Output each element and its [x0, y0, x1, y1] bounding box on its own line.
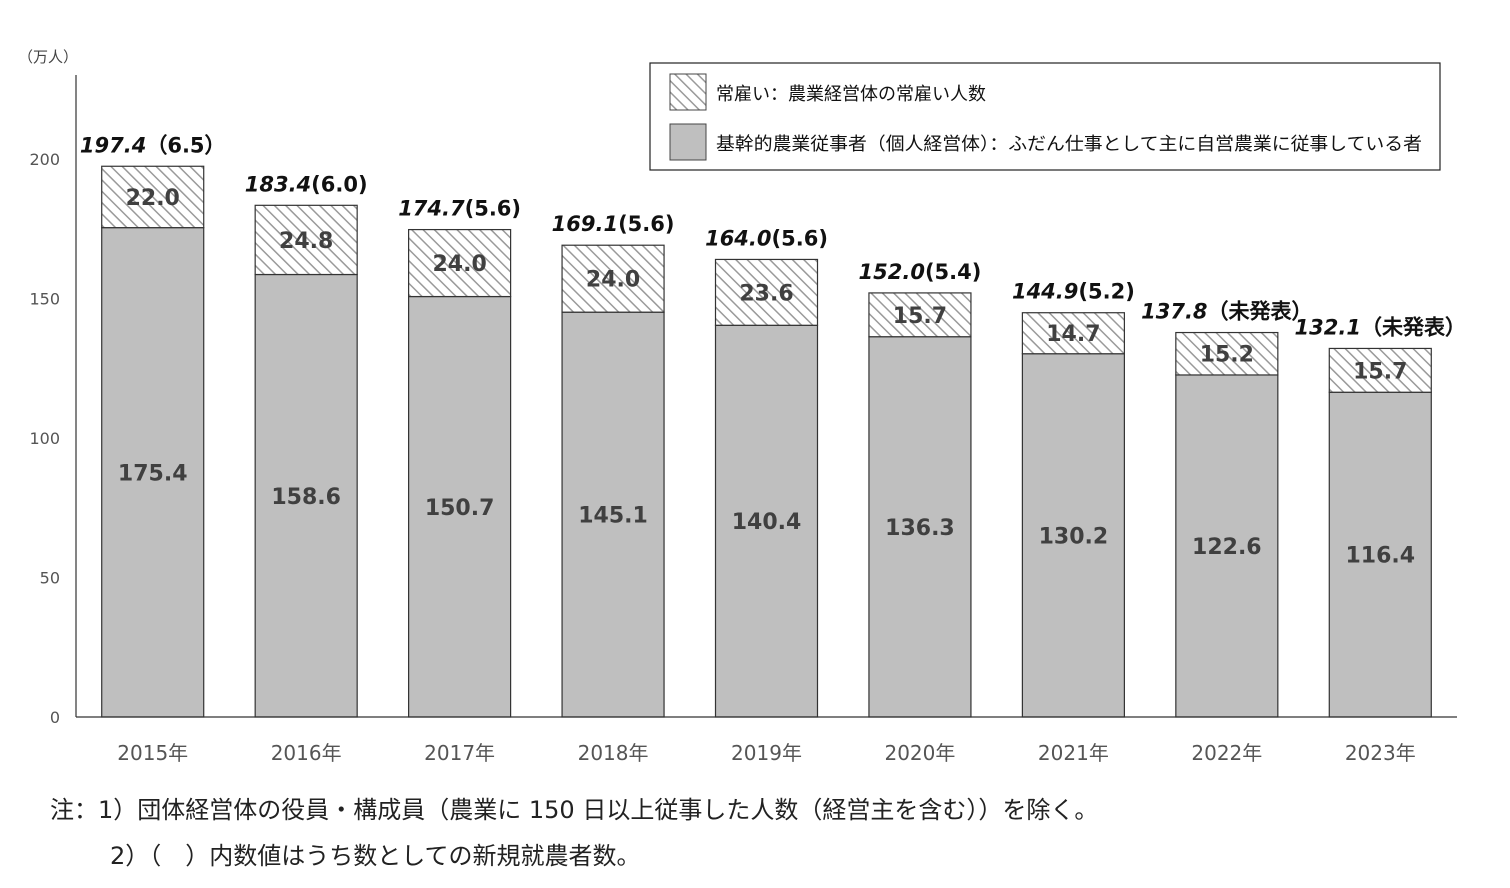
- bar-regular-employees: [1021, 312, 1125, 355]
- bar-regular-employees: [868, 292, 972, 338]
- x-tick-label: 2015年: [117, 741, 188, 765]
- bar-core-farmers: [1175, 374, 1279, 718]
- y-tick-label: 100: [29, 429, 60, 448]
- x-tick-label: 2018年: [578, 741, 649, 765]
- y-unit-label: （万人）: [18, 48, 78, 66]
- bar-total-label: 152.0(5.4): [859, 260, 982, 284]
- bar-core-farmers-label: 145.1: [578, 504, 648, 529]
- stacked-bar-chart: （万人） 0 50 100 150 200 175.4 22.0 197.4（6.5） 158…: [18, 48, 1466, 765]
- bar-total-label: 164.0(5.6): [705, 226, 828, 250]
- bar-core-farmers-label: 136.3: [885, 516, 955, 541]
- y-tick-label: 50: [40, 569, 60, 588]
- x-tick-label: 2021年: [1038, 741, 1109, 765]
- legend-label-core-farmers: 基幹的農業従事者（個人経営体）：ふだん仕事として主に自営農業に従事している者: [716, 134, 1422, 155]
- note-line-2: 2）（ ）内数値はうち数としての新規就農者数。: [110, 842, 641, 870]
- bar-new-farmers-value: (5.6): [618, 212, 674, 236]
- bar-core-farmers: [868, 336, 972, 718]
- bar-new-farmers-value: （未発表）: [1208, 300, 1313, 324]
- bar-regular-employees: [101, 165, 205, 229]
- bar-core-farmers-label: 130.2: [1039, 524, 1109, 549]
- bar-core-farmers-label: 158.6: [271, 485, 341, 510]
- bar-total-value: 183.4: [245, 172, 311, 196]
- x-tick-label: 2023年: [1345, 741, 1416, 765]
- legend-label-regular-employees: 常雇い：農業経営体の常雇い人数: [716, 84, 986, 105]
- bar-core-farmers: [1328, 391, 1432, 718]
- bar-regular-employees: [561, 244, 665, 313]
- bar-total-label: 197.4（6.5）: [80, 133, 226, 157]
- bar-total-label: 174.7(5.6): [398, 197, 521, 221]
- x-tick-label: 2019年: [731, 741, 802, 765]
- bar-regular-employees-label: 22.0: [126, 186, 180, 211]
- bar-regular-employees: [254, 204, 358, 276]
- bar-regular-employees: [714, 258, 819, 326]
- x-tick-label: 2020年: [884, 741, 955, 765]
- bar-new-farmers-value: (5.4): [925, 260, 981, 284]
- y-tick-label: 150: [29, 290, 60, 309]
- note-line-1: 注：1）団体経営体の役員・構成員（農業に 150 日以上従事した人数（経営主を含…: [50, 796, 1099, 824]
- bar-total-value: 144.9: [1012, 280, 1078, 304]
- bar-total-value: 197.4: [80, 133, 146, 157]
- bar-regular-employees-label: 24.0: [586, 268, 640, 293]
- bar-regular-employees: [1328, 347, 1432, 393]
- y-tick-label: 200: [29, 150, 60, 169]
- bar-total-label: 132.1（未発表）: [1295, 315, 1466, 339]
- bar-core-farmers: [714, 324, 819, 718]
- bar-regular-employees-label: 14.7: [1046, 322, 1100, 347]
- bar-core-farmers-label: 116.4: [1345, 544, 1415, 569]
- bar-new-farmers-value: (5.6): [772, 226, 828, 250]
- bar-core-farmers-label: 175.4: [118, 461, 188, 486]
- x-tick-label: 2016年: [271, 741, 342, 765]
- y-tick-label: 0: [50, 708, 60, 727]
- bar-regular-employees-label: 24.0: [432, 252, 486, 277]
- legend: 常雇い：農業経営体の常雇い人数 基幹的農業従事者（個人経営体）：ふだん仕事として…: [649, 62, 1441, 171]
- bars-group: 175.4 22.0 197.4（6.5） 158.6 24.8 183.4(6.0) 15…: [80, 133, 1466, 718]
- bar-regular-employees-label: 15.7: [893, 304, 947, 329]
- bar-new-farmers-value: (5.2): [1078, 280, 1134, 304]
- x-axis: 2015年 2016年 2017年 2018年 2019年 2020年 2021年 2022年…: [76, 716, 1457, 765]
- bar-total-value: 174.7: [398, 197, 465, 221]
- x-tick-label: 2017年: [424, 741, 495, 765]
- bar-total-value: 169.1: [552, 212, 618, 236]
- bar-core-farmers-label: 122.6: [1192, 535, 1262, 560]
- bar-total-label: 137.8（未発表）: [1141, 300, 1312, 324]
- bar-regular-employees-label: 24.8: [279, 229, 333, 254]
- bar-new-farmers-value: (6.0): [311, 172, 367, 196]
- bar-core-farmers: [408, 295, 512, 718]
- bar-total-value: 137.8: [1141, 300, 1207, 324]
- bar-new-farmers-value: (5.6): [465, 197, 521, 221]
- bar-regular-employees-label: 15.2: [1200, 343, 1254, 368]
- bar-total-label: 169.1(5.6): [552, 212, 675, 236]
- x-tick-label: 2022年: [1191, 741, 1262, 765]
- legend-swatch-hatched: [669, 73, 707, 111]
- bar-core-farmers-label: 140.4: [732, 510, 802, 535]
- y-axis: 0 50 100 150 200: [29, 75, 77, 727]
- bar-regular-employees: [1175, 331, 1279, 376]
- bar-regular-employees: [408, 228, 512, 298]
- bar-new-farmers-value: （未発表）: [1361, 315, 1466, 339]
- bar-total-label: 183.4(6.0): [245, 172, 368, 196]
- bar-new-farmers-value: （6.5）: [146, 133, 225, 157]
- legend-box: [649, 62, 1441, 171]
- bar-total-label: 144.9(5.2): [1012, 280, 1135, 304]
- bar-regular-employees-label: 15.7: [1353, 359, 1407, 384]
- bar-regular-employees-label: 23.6: [739, 281, 793, 306]
- bar-core-farmers-label: 150.7: [425, 496, 495, 521]
- bar-total-value: 152.0: [859, 260, 925, 284]
- bar-core-farmers: [561, 311, 665, 718]
- bar-core-farmers: [1021, 353, 1125, 718]
- legend-swatch-solid: [669, 123, 707, 161]
- bar-total-value: 164.0: [705, 226, 771, 250]
- bar-total-value: 132.1: [1295, 315, 1361, 339]
